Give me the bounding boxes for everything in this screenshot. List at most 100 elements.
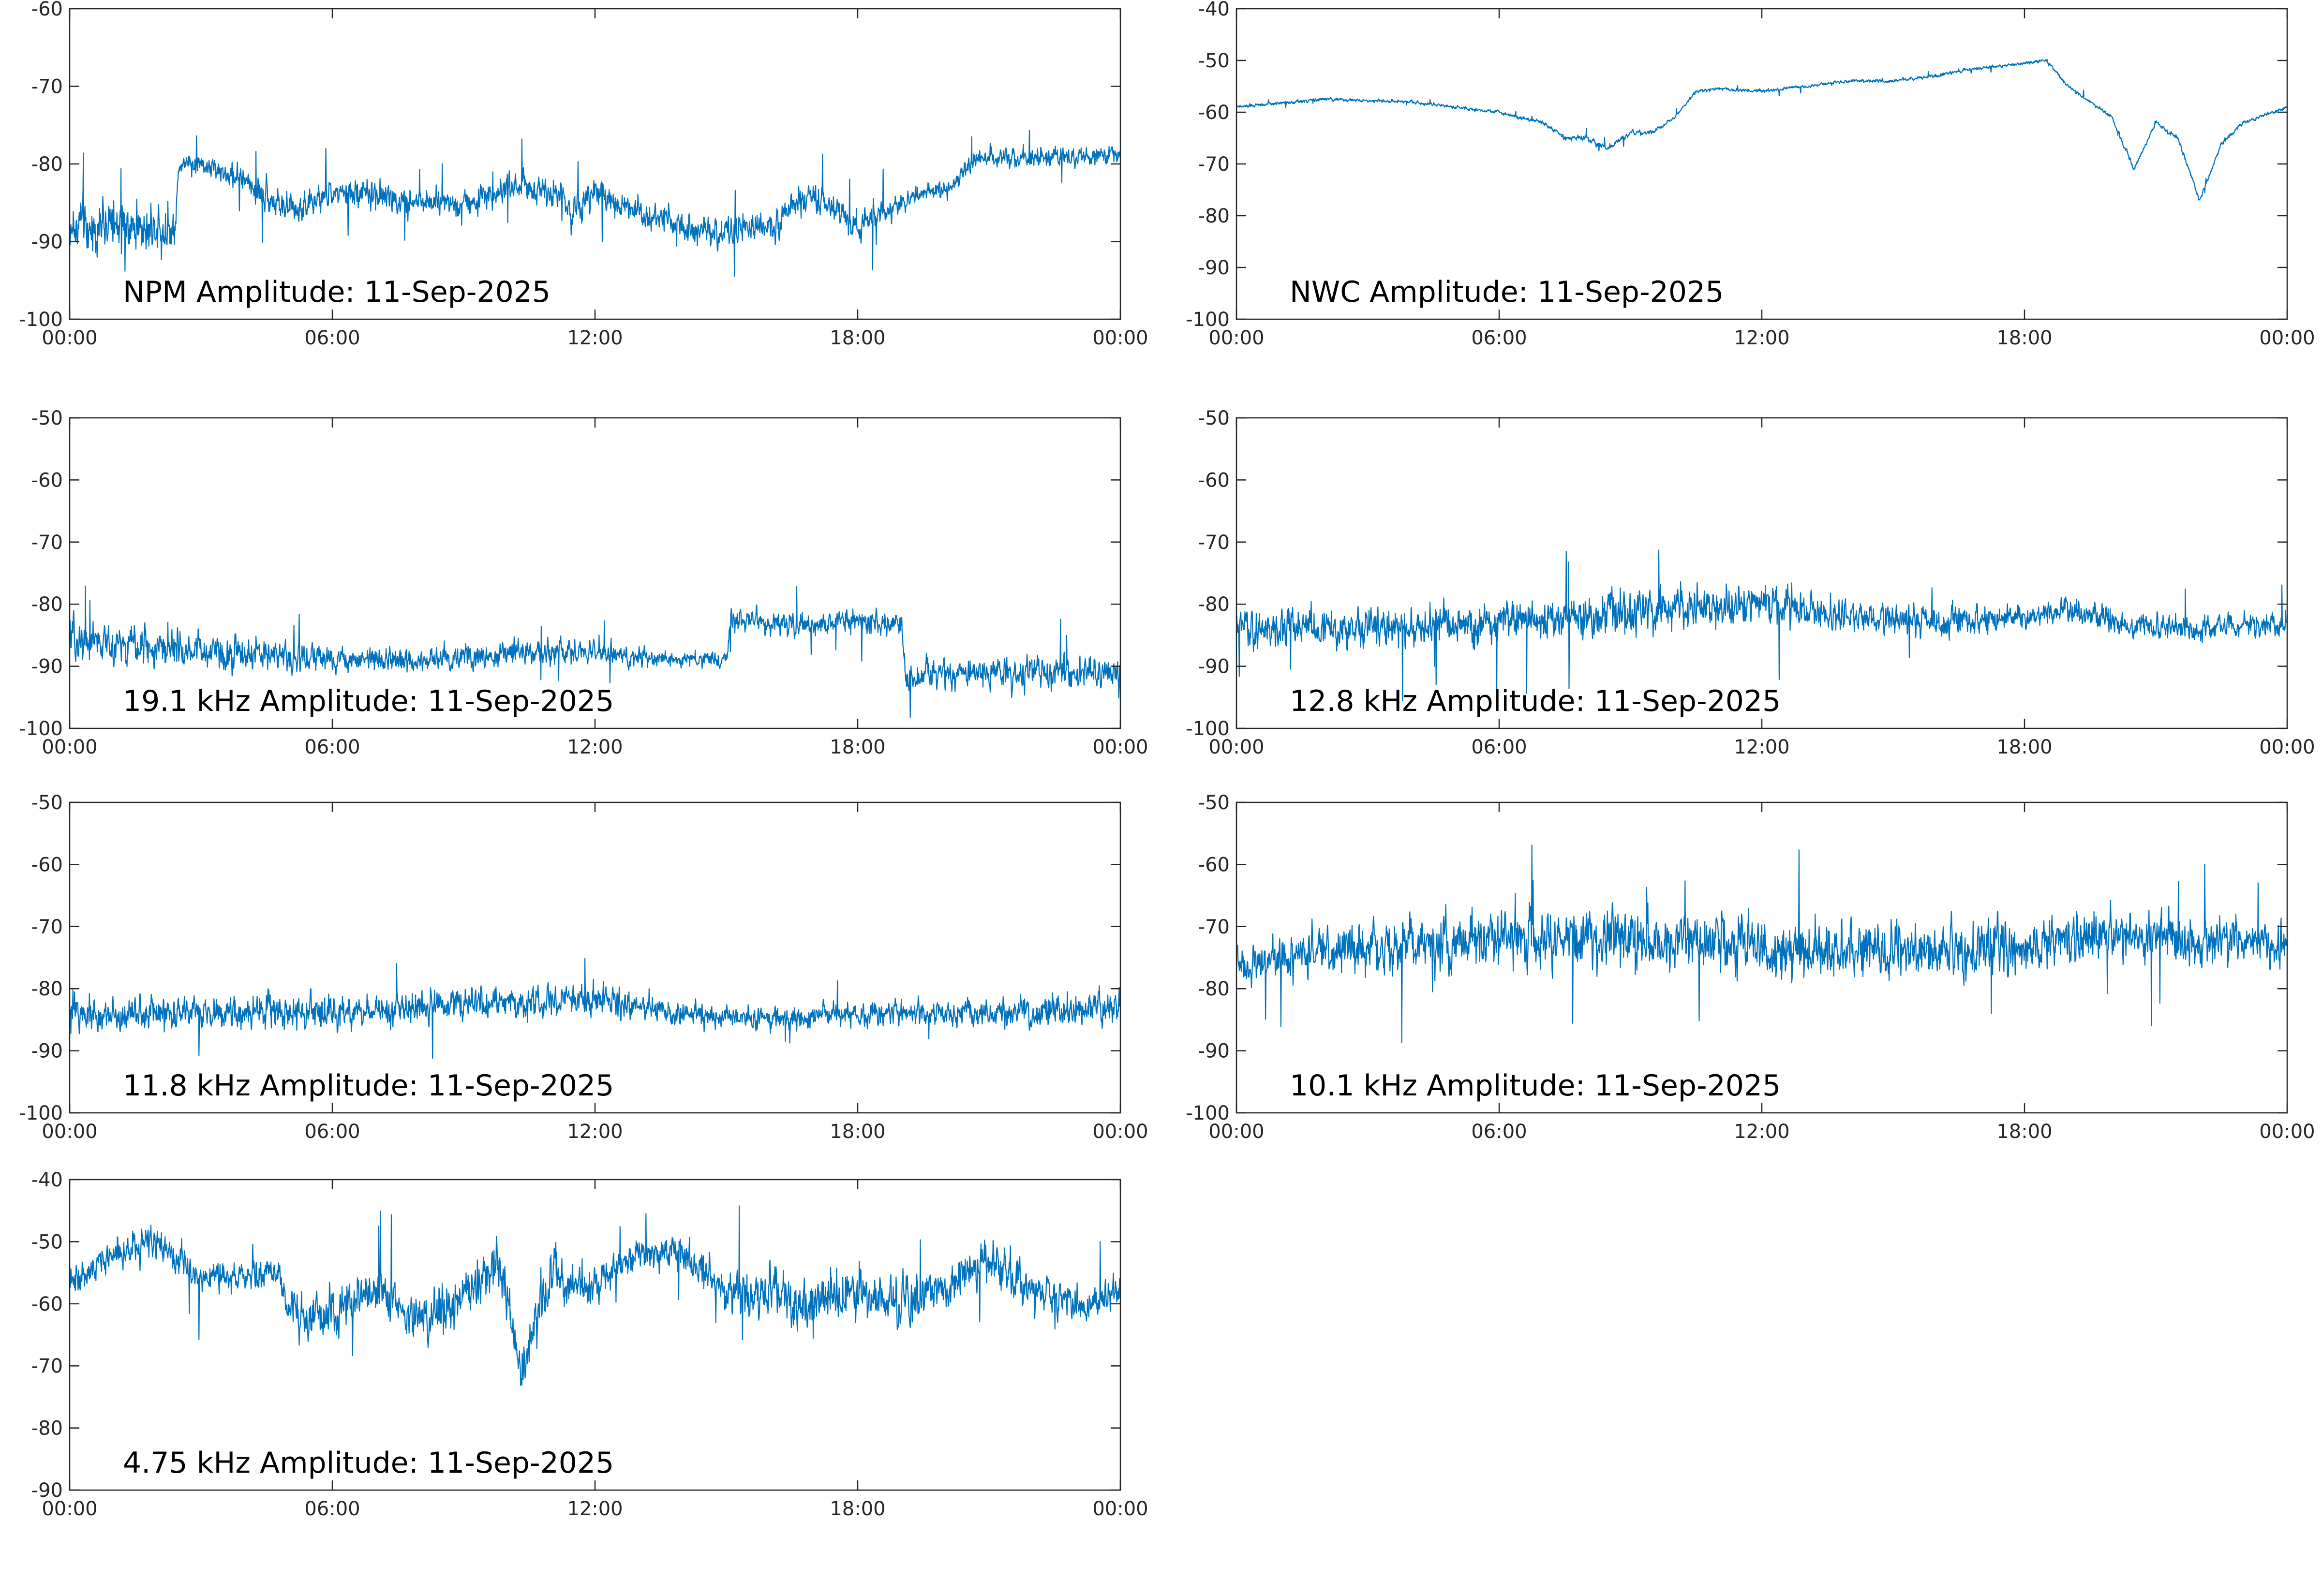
y-tick-label: -80	[31, 153, 63, 176]
plot-frame	[69, 1179, 1121, 1491]
x-tick-label: 00:00	[2259, 1121, 2315, 1143]
y-tick-label: -80	[31, 978, 63, 1000]
chart-panel-5: 00:00 06:00 12:00 18:00 00:00 -50 -60 -70 -80 -90…	[19, 792, 1148, 1143]
y-tick-label: -90	[31, 231, 63, 253]
y-tick-label: -60	[1198, 102, 1230, 124]
x-tick-label: 06:00	[1471, 736, 1527, 758]
x-tick-label: 00:00	[1092, 1498, 1148, 1520]
x-tick-label: 18:00	[830, 1498, 885, 1520]
panel-title: 4.75 kHz Amplitude: 11-Sep-2025	[123, 1446, 614, 1480]
y-tick-label: -80	[1198, 593, 1230, 616]
x-tick-label: 12:00	[1734, 327, 1789, 349]
y-tick-label: -90	[31, 1040, 63, 1063]
y-tick-label: -100	[1186, 1102, 1230, 1124]
plot-frame	[1235, 417, 2288, 729]
y-tick-label: -80	[31, 1418, 63, 1440]
panel-title: NPM Amplitude: 11-Sep-2025	[123, 275, 551, 309]
series-trace-6	[1236, 844, 2287, 1043]
y-tick-label: -50	[31, 1231, 63, 1253]
y-tick-label: -100	[1186, 718, 1230, 740]
y-tick-label: -100	[19, 309, 63, 331]
x-tick-label: 00:00	[42, 1498, 97, 1520]
x-tick-label: 06:00	[304, 327, 360, 349]
y-tick-label: -40	[1198, 0, 1230, 20]
y-tick-label: -90	[1198, 1040, 1230, 1063]
x-tick-label: 00:00	[1092, 1121, 1148, 1143]
x-tick-label: 06:00	[304, 1121, 360, 1143]
y-tick-label: -50	[31, 407, 63, 429]
y-tick-label: -60	[31, 469, 63, 491]
y-tick-label: -90	[31, 1479, 63, 1502]
x-tick-label: 00:00	[42, 736, 97, 758]
y-tick-label: -70	[31, 532, 63, 554]
plot-frame	[1235, 8, 2288, 320]
x-tick-label: 00:00	[2259, 327, 2315, 349]
y-tick-label: -80	[31, 593, 63, 616]
chart-panel-3: 00:00 06:00 12:00 18:00 00:00 -50 -60 -70 -80 -90…	[19, 407, 1148, 758]
series-trace-3	[70, 585, 1120, 718]
x-tick-label: 00:00	[42, 1121, 97, 1143]
x-tick-label: 06:00	[1471, 1121, 1527, 1143]
x-tick-label: 00:00	[1092, 736, 1148, 758]
y-tick-label: -70	[31, 1355, 63, 1377]
plot-frame	[69, 8, 1121, 320]
chart-panel-4: 00:00 06:00 12:00 18:00 00:00 -50 -60 -70 -80 -90…	[1186, 407, 2315, 758]
panel-title: 19.1 kHz Amplitude: 11-Sep-2025	[123, 684, 614, 718]
y-tick-label: -90	[1198, 257, 1230, 279]
y-tick-label: -50	[1198, 50, 1230, 72]
x-tick-label: 12:00	[1734, 1121, 1789, 1143]
x-tick-label: 18:00	[830, 1121, 885, 1143]
y-tick-label: -60	[31, 854, 63, 876]
x-tick-label: 18:00	[1996, 1121, 2052, 1143]
y-tick-label: -70	[1198, 153, 1230, 176]
chart-panel-7: 00:00 06:00 12:00 18:00 00:00 -40 -50 -60 -70 -80…	[31, 1169, 1148, 1520]
y-tick-label: -80	[1198, 205, 1230, 227]
x-tick-label: 18:00	[830, 736, 885, 758]
x-tick-label: 00:00	[2259, 736, 2315, 758]
y-tick-label: -90	[31, 656, 63, 678]
x-tick-label: 00:00	[1208, 327, 1264, 349]
x-tick-label: 18:00	[1996, 736, 2052, 758]
y-tick-label: -100	[19, 1102, 63, 1124]
x-tick-label: 06:00	[304, 1498, 360, 1520]
series-trace-4	[1236, 549, 2287, 701]
x-tick-label: 18:00	[1996, 327, 2052, 349]
x-tick-label: 06:00	[1471, 327, 1527, 349]
chart-panel-1: 00:00 06:00 12:00 18:00 00:00 -60 -70 -80 -90 -10…	[19, 0, 1148, 349]
x-tick-label: 12:00	[567, 736, 623, 758]
plot-frame	[69, 417, 1121, 729]
panel-title: 11.8 kHz Amplitude: 11-Sep-2025	[123, 1069, 614, 1103]
series-trace-1	[70, 130, 1120, 277]
y-tick-label: -60	[1198, 854, 1230, 876]
chart-panel-2: 00:00 06:00 12:00 18:00 00:00 -40 -50 -60 -70 -80…	[1186, 0, 2315, 349]
y-tick-label: -50	[1198, 407, 1230, 429]
x-tick-label: 12:00	[567, 327, 623, 349]
y-tick-label: -70	[31, 76, 63, 98]
series-trace-7	[70, 1205, 1120, 1386]
y-tick-label: -50	[1198, 792, 1230, 814]
x-tick-label: 12:00	[1734, 736, 1789, 758]
plot-frame	[69, 801, 1121, 1114]
y-tick-label: -70	[1198, 916, 1230, 938]
x-tick-label: 12:00	[567, 1121, 623, 1143]
y-tick-label: -100	[1186, 309, 1230, 331]
x-tick-label: 06:00	[304, 736, 360, 758]
y-tick-label: -60	[1198, 469, 1230, 491]
y-tick-label: -90	[1198, 656, 1230, 678]
panel-title: NWC Amplitude: 11-Sep-2025	[1290, 275, 1724, 309]
y-tick-label: -100	[19, 718, 63, 740]
y-tick-label: -80	[1198, 978, 1230, 1000]
y-tick-label: -70	[1198, 532, 1230, 554]
y-tick-label: -50	[31, 792, 63, 814]
panel-title: 10.1 kHz Amplitude: 11-Sep-2025	[1290, 1069, 1781, 1103]
series-trace-5	[70, 958, 1120, 1059]
chart-panel-6: 00:00 06:00 12:00 18:00 00:00 -50 -60 -70 -80 -90…	[1186, 792, 2315, 1143]
x-tick-label: 00:00	[1092, 327, 1148, 349]
x-tick-label: 00:00	[42, 327, 97, 349]
x-tick-label: 00:00	[1208, 736, 1264, 758]
y-tick-label: -60	[31, 1293, 63, 1315]
y-tick-label: -70	[31, 916, 63, 938]
y-tick-label: -40	[31, 1169, 63, 1191]
x-tick-label: 18:00	[830, 327, 885, 349]
